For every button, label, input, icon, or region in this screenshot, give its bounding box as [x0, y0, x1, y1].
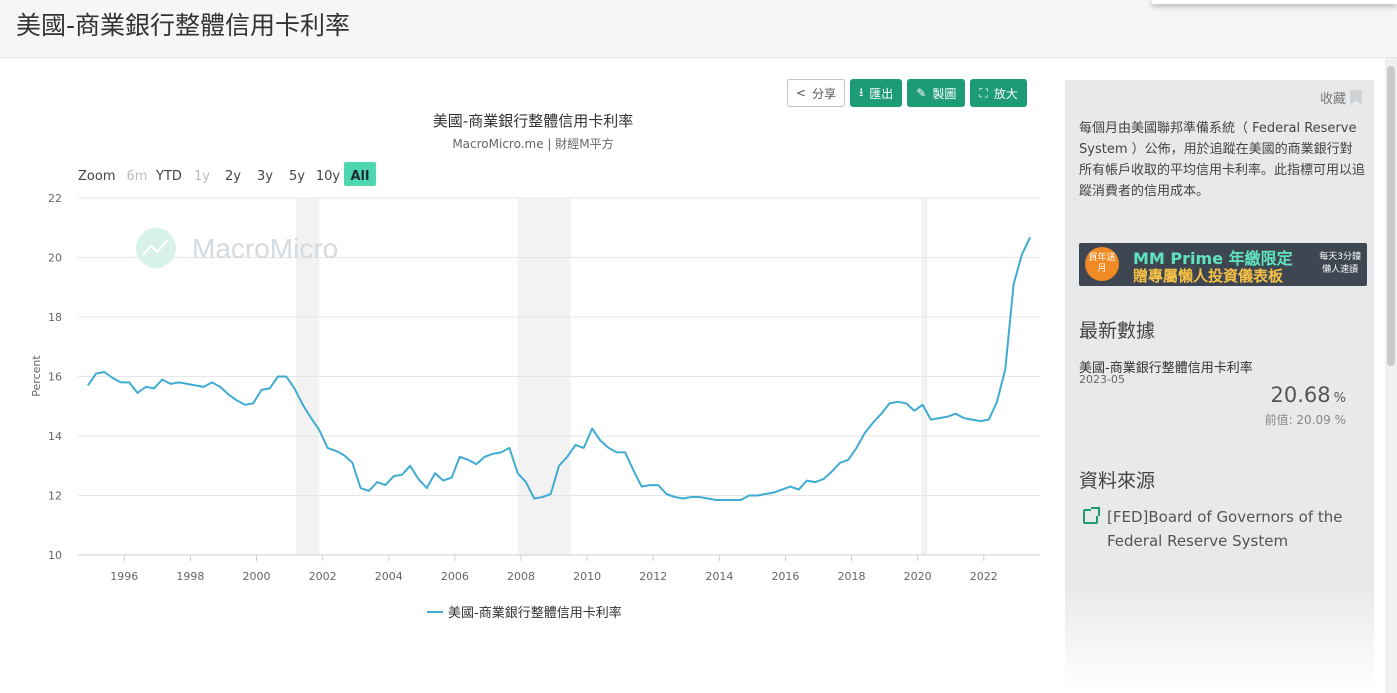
x-tick-label: 2004 — [375, 570, 403, 583]
x-tick-label: 2006 — [441, 570, 469, 583]
chart-title: 美國-商業銀行整體信用卡利率 — [433, 112, 633, 130]
banner-main-text: MM Prime 年繳限定 — [1133, 249, 1293, 268]
expand-icon: ⛶ — [979, 85, 988, 100]
legend-label: 美國-商業銀行整體信用卡利率 — [448, 605, 622, 621]
series-lines — [87, 236, 1032, 501]
y-axis-label: Percent — [30, 355, 43, 397]
latest-indicator-name: 美國-商業銀行整體信用卡利率 — [1079, 361, 1253, 376]
pencil-icon: ✎ — [916, 86, 927, 100]
banner-sub-text: 贈專屬懶人投資儀表板 — [1133, 267, 1284, 285]
expand-button[interactable]: ⛶ 放大 — [970, 79, 1027, 107]
page-title: 美國-商業銀行整體信用卡利率 — [16, 11, 351, 40]
series-line-0 — [87, 236, 1032, 501]
x-tick-label: 2020 — [904, 570, 932, 583]
x-tick-label: 2022 — [970, 570, 998, 583]
chart-toolbar: < 分享 ⭳ 匯出 ✎ 製圖 ⛶ 放大 — [787, 79, 1027, 107]
share-label: 分享 — [812, 86, 837, 101]
sidebar: 收藏 每個月由美國聯邦準備系統（ Federal Reserve System … — [1065, 80, 1374, 693]
previous-value: 前值: 20.09 % — [1264, 413, 1346, 427]
latest-date: 2023-05 — [1079, 373, 1125, 386]
y-tick-label: 14 — [48, 430, 62, 443]
range-button-label: 10y — [316, 169, 341, 184]
x-axis: 1996 1998 2000 2002 2004 2006 2008 2010 2012 2014… — [78, 554, 1040, 583]
y-tick-label: 12 — [48, 490, 62, 503]
x-tick-label: 2012 — [639, 570, 667, 583]
range-button-5y[interactable]: 5y — [289, 169, 305, 184]
y-tick-label: 22 — [48, 192, 62, 205]
y-axis: 10 12 14 16 18 20 22 — [48, 192, 62, 562]
range-button-ytd[interactable]: YTD — [155, 169, 182, 184]
header-popup-edge — [1152, 0, 1397, 4]
range-button-label: 5y — [289, 169, 305, 184]
favorite-label: 收藏 — [1319, 92, 1346, 107]
y-tick-label: 20 — [48, 252, 62, 265]
x-tick-label: 2014 — [705, 570, 733, 583]
range-button-label: 6m — [127, 169, 148, 184]
range-button-3y[interactable]: 3y — [257, 169, 273, 184]
latest-data-heading: 最新數據 — [1079, 320, 1156, 342]
x-tick-label: 2008 — [507, 570, 535, 583]
range-button-6m: 6m — [127, 169, 148, 184]
x-tick-label: 2016 — [771, 570, 799, 583]
x-tick-label: 1998 — [176, 570, 204, 583]
x-tick-label: 2010 — [573, 570, 601, 583]
favorite-button[interactable]: 收藏 — [1320, 88, 1362, 107]
source-text: [FED]Board of Governors of the Federal R… — [1107, 508, 1343, 550]
external-link-icon — [1083, 507, 1100, 524]
zoom-label: Zoom — [78, 169, 115, 184]
banner-side-text: 每天3分鐘 懶人速讀 — [1319, 251, 1361, 277]
expand-label: 放大 — [993, 86, 1018, 101]
watermark: MacroMicro — [136, 228, 338, 268]
latest-value-number: 20.68 — [1270, 383, 1331, 407]
source-heading: 資料來源 — [1079, 470, 1156, 492]
download-icon: ⭳ — [859, 84, 864, 99]
y-tick-label: 16 — [48, 371, 62, 384]
indicator-description: 每個月由美國聯邦準備系統（ Federal Reserve System ）公佈… — [1079, 121, 1366, 199]
draw-label: 製圖 — [932, 86, 957, 101]
x-tick-label: 2000 — [243, 570, 271, 583]
legend[interactable]: 美國-商業銀行整體信用卡利率 — [427, 605, 622, 621]
export-button[interactable]: ⭳ 匯出 — [850, 79, 903, 107]
share-icon: < — [796, 86, 807, 100]
range-button-label: 1y — [194, 169, 210, 184]
latest-value-unit: % — [1333, 391, 1346, 406]
line-chart: MacroMicro 美國-商業銀行整體信用卡利率 MacroMicro.me … — [30, 112, 1040, 621]
page-scrollbar[interactable] — [1385, 58, 1397, 693]
range-button-10y[interactable]: 10y — [316, 169, 341, 184]
banner-side-line1: 每天3分鐘 — [1319, 252, 1361, 262]
x-tick-label: 2018 — [838, 570, 866, 583]
prime-promo-banner[interactable]: 買年送月 MM Prime 年繳限定 贈專屬懶人投資儀表板 每天3分鐘 懶人速讀 — [1079, 243, 1367, 286]
range-button-2y[interactable]: 2y — [225, 169, 241, 184]
export-label: 匯出 — [869, 86, 894, 101]
scrollbar-thumb[interactable] — [1387, 66, 1395, 366]
x-tick-label: 1996 — [110, 570, 138, 583]
chart-subtitle: MacroMicro.me | 財經M平方 — [452, 136, 613, 151]
watermark-text: MacroMicro — [192, 233, 338, 264]
page-header: 美國-商業銀行整體信用卡利率 — [0, 0, 1397, 58]
range-button-label: YTD — [155, 169, 182, 184]
source-link[interactable]: [FED]Board of Governors of the Federal R… — [1083, 505, 1347, 553]
y-tick-label: 10 — [48, 549, 62, 562]
bookmark-icon — [1350, 90, 1362, 105]
banner-badge: 買年送月 — [1085, 247, 1119, 281]
latest-value: 20.68% — [1271, 383, 1346, 407]
range-button-all[interactable]: All — [344, 162, 376, 186]
draw-button[interactable]: ✎ 製圖 — [907, 79, 966, 107]
watermark-logo-mark — [142, 239, 169, 256]
range-selector: Zoom 6m YTD 1y 2y 3y 5y 10y All — [78, 162, 376, 186]
range-button-label: All — [351, 169, 370, 184]
range-button-1y: 1y — [194, 169, 210, 184]
range-button-label: 2y — [225, 169, 241, 184]
range-active-bg — [344, 162, 376, 186]
share-button[interactable]: < 分享 — [787, 79, 846, 107]
range-button-label: 3y — [257, 169, 273, 184]
y-tick-label: 18 — [48, 311, 62, 324]
x-tick-label: 2002 — [309, 570, 337, 583]
chart-panel: < 分享 ⭳ 匯出 ✎ 製圖 ⛶ 放大 MacroMicro 美國-商業銀行整體… — [0, 58, 1062, 693]
watermark-logo-icon — [136, 228, 176, 268]
banner-side-line2: 懶人速讀 — [1322, 265, 1359, 275]
